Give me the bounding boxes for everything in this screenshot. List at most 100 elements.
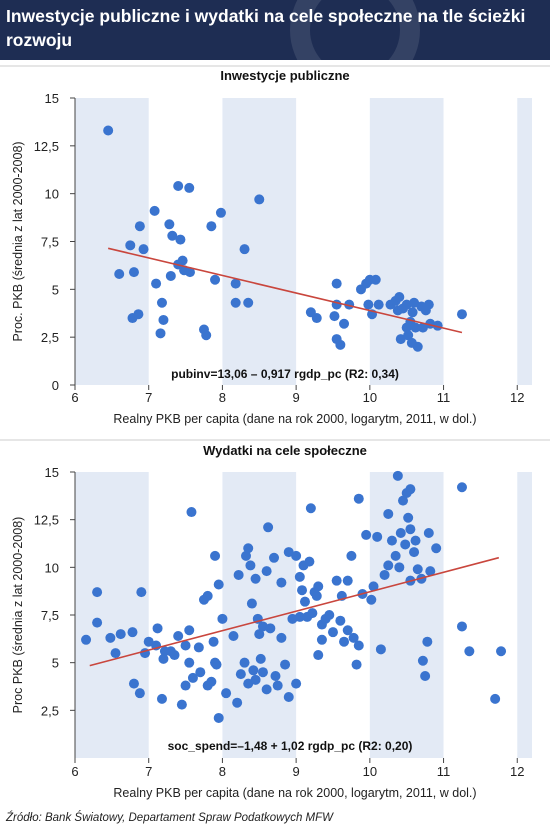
data-point [379, 569, 390, 580]
chart-title: Wydatki na cele społeczne [203, 443, 367, 458]
data-point [407, 307, 418, 318]
data-point [208, 636, 219, 647]
data-point [373, 299, 384, 310]
data-point [398, 495, 409, 506]
data-point [110, 648, 121, 659]
data-point [375, 644, 386, 655]
data-point [202, 590, 213, 601]
data-point [158, 314, 169, 325]
data-point [366, 594, 377, 605]
data-point [327, 627, 338, 638]
data-point [193, 642, 204, 653]
data-point [156, 693, 167, 704]
data-point [235, 669, 246, 680]
data-point [291, 678, 302, 689]
data-point [134, 221, 145, 232]
data-point [125, 240, 136, 251]
data-point [297, 585, 308, 596]
data-point [409, 547, 420, 558]
data-point [184, 182, 195, 193]
data-point [368, 581, 379, 592]
trend-line [89, 556, 500, 667]
data-point [217, 613, 228, 624]
data-point [169, 650, 180, 661]
data-point [133, 309, 144, 320]
data-point [305, 503, 316, 514]
data-point [215, 207, 226, 218]
data-point [213, 712, 224, 723]
data-point [184, 267, 195, 278]
data-point [128, 678, 139, 689]
data-point [294, 571, 305, 582]
data-point [280, 659, 291, 670]
data-point [405, 524, 416, 535]
y-tick-label: 7,5 [41, 608, 59, 623]
data-point [423, 299, 434, 310]
data-point [307, 608, 318, 619]
x-tick-label: 11 [437, 390, 451, 405]
y-tick-label: 12,5 [34, 139, 59, 154]
y-tick-label: 7,5 [41, 235, 59, 250]
data-point [250, 573, 261, 584]
data-point [456, 621, 467, 632]
data-point [173, 630, 184, 641]
data-point [184, 625, 195, 636]
data-point [173, 181, 184, 192]
data-point [344, 299, 355, 310]
data-point [386, 535, 397, 546]
data-point [342, 625, 353, 636]
x-tick-label: 6 [71, 764, 78, 779]
data-point [394, 291, 405, 302]
y-axis-label: Proc PKB (średnia z lat 2000-2008) [11, 517, 25, 714]
data-point [361, 529, 372, 540]
data-point [304, 556, 315, 567]
data-point [103, 125, 114, 136]
data-point [230, 297, 241, 308]
data-point [409, 297, 420, 308]
data-point [210, 274, 221, 285]
data-point [335, 615, 346, 626]
data-point [261, 566, 272, 577]
data-point [250, 674, 261, 685]
background-band [222, 98, 297, 385]
data-point [152, 623, 163, 634]
data-point [127, 627, 138, 638]
data-point [339, 318, 350, 329]
data-point [210, 550, 221, 561]
data-point [420, 671, 431, 682]
data-point [128, 267, 139, 278]
data-point [425, 566, 436, 577]
data-point [311, 590, 322, 601]
data-point [261, 684, 272, 695]
data-point [335, 339, 346, 350]
x-tick-label: 12 [510, 764, 524, 779]
data-point [156, 297, 167, 308]
y-tick-label: 5 [52, 656, 59, 671]
y-tick-label: 15 [45, 465, 59, 480]
data-point [324, 610, 335, 620]
chart-social-spending: Wydatki na cele społeczne 2,5 5 7,5 10 12,5 15… [0, 439, 550, 800]
y-axis-label: Proc. PKB (średnia z lat 2000-2008) [11, 141, 25, 341]
background-band [75, 472, 149, 758]
data-point [180, 640, 191, 651]
data-point [412, 341, 423, 352]
y-tick-label: 15 [45, 91, 59, 106]
trend-line [107, 247, 463, 334]
background-band [75, 98, 149, 385]
data-point [180, 680, 191, 691]
data-point [270, 671, 281, 682]
data-point [265, 623, 276, 634]
data-point [390, 550, 401, 561]
data-point [496, 646, 507, 657]
y-tick-label: 5 [52, 282, 59, 297]
x-axis-label: Realny PKB per capita (dane na rok 2000,… [113, 786, 476, 800]
data-point [114, 269, 125, 280]
x-tick-label: 12 [510, 390, 524, 405]
data-point [329, 311, 340, 322]
data-point [186, 507, 197, 518]
data-point [176, 699, 187, 710]
background-band [369, 98, 444, 385]
data-point [165, 270, 176, 281]
chart-title: Inwestycje publiczne [220, 68, 349, 83]
data-point [187, 672, 198, 683]
